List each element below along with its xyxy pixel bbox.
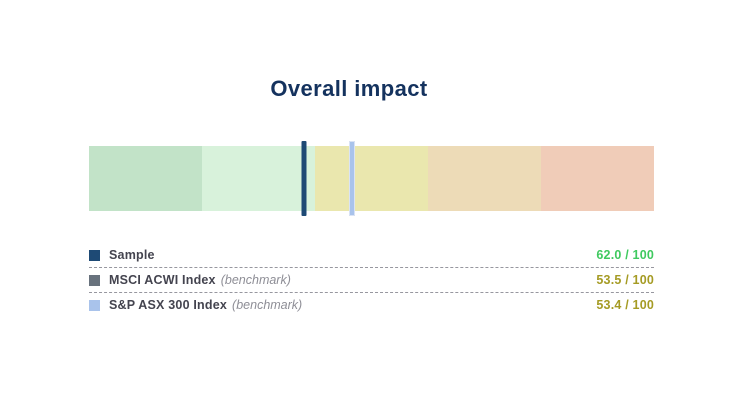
legend-label-sp-asx-300: S&P ASX 300 Index [109,298,228,312]
legend-qualifier-msci-acwi: (benchmark) [220,273,291,287]
legend-value-msci-acwi: 53.5 / 100 [596,273,654,287]
legend-value-sp-asx-300: 53.4 / 100 [596,298,654,312]
band-60-80 [202,146,315,211]
band-20-40 [428,146,541,211]
impact-scale-bar [89,141,654,216]
legend-row-sample: Sample 62.0 / 100 [89,243,654,268]
chart-title: Overall impact [270,76,428,101]
legend-label-sample: Sample [109,248,155,262]
legend-value-sample: 62.0 / 100 [596,248,654,262]
sp-asx-300-swatch [89,299,100,311]
msci-acwi-swatch [89,274,100,286]
legend: Sample 62.0 / 100 MSCI ACWI Index (bench… [89,243,654,317]
band-0-20 [541,146,654,211]
legend-row-sp-asx-300: S&P ASX 300 Index (benchmark) 53.4 / 100 [89,293,654,317]
legend-label-msci-acwi: MSCI ACWI Index [109,273,216,287]
legend-qualifier-sp-asx-300: (benchmark) [232,298,303,312]
band-40-60 [315,146,428,211]
band-80-100 [89,146,202,211]
scale-bands [89,146,654,211]
sample-swatch [89,249,100,261]
legend-row-msci-acwi: MSCI ACWI Index (benchmark) 53.5 / 100 [89,268,654,293]
